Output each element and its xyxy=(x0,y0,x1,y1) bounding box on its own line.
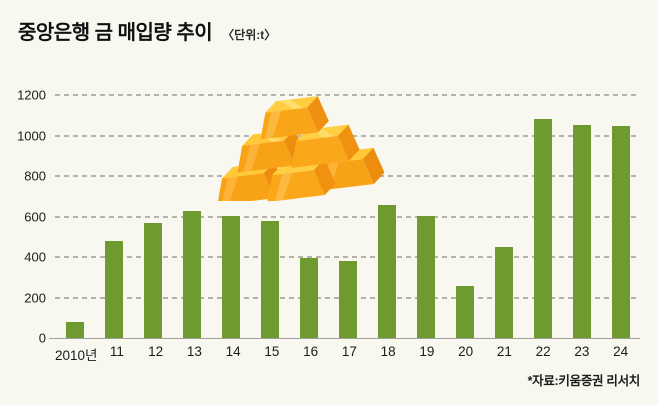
bar-slot-22 xyxy=(523,95,562,338)
bar-slot-14 xyxy=(211,95,250,338)
bar-slot-23 xyxy=(562,95,601,338)
bar-13 xyxy=(182,210,201,338)
bar-22 xyxy=(533,118,552,338)
bar-19 xyxy=(416,215,435,338)
x-axis-label-14: 14 xyxy=(225,344,241,359)
bar-slot-21 xyxy=(484,95,523,338)
y-axis-label-400: 400 xyxy=(24,249,46,265)
bar-slot-24 xyxy=(601,95,640,338)
x-axis-label-23: 23 xyxy=(574,344,590,359)
gridline-600 xyxy=(55,215,640,218)
bar-20 xyxy=(455,286,474,338)
y-axis-label-1200: 1200 xyxy=(17,87,46,103)
x-axis-label-11: 11 xyxy=(109,344,124,359)
bar-slot-13 xyxy=(172,95,211,338)
x-axis-label-19: 19 xyxy=(419,344,435,359)
unit-label: 〈단위:t〉 xyxy=(222,28,277,42)
x-axis-label-16: 16 xyxy=(303,344,319,359)
x-axis-label-12: 12 xyxy=(148,344,164,359)
bar-18 xyxy=(377,205,396,338)
bar-14 xyxy=(221,216,240,338)
chart-title: 중앙은행 금 매입량 추이 xyxy=(18,22,213,44)
bar-2010년 xyxy=(65,322,84,338)
y-axis-label-800: 800 xyxy=(24,168,46,184)
chart-header: 중앙은행 금 매입량 추이 〈단위:t〉 xyxy=(18,16,276,45)
y-axis-label-1000: 1000 xyxy=(17,128,46,143)
bar-24 xyxy=(611,126,630,338)
x-axis-labels: 2010년 11 12 13 14 15 16 17 18 19 20 21 22 23 24 xyxy=(55,344,640,364)
x-axis-label-21: 21 xyxy=(496,344,512,359)
bars-row xyxy=(55,95,640,338)
x-axis-label-24: 24 xyxy=(613,344,629,359)
x-axis-label-22: 22 xyxy=(535,344,551,359)
gridline-400 xyxy=(55,256,640,258)
source-credit: *자료:키움증권 리서치 xyxy=(527,374,641,388)
bar-23 xyxy=(572,125,591,338)
bar-slot-2010년 xyxy=(55,95,94,338)
bar-slot-19 xyxy=(406,95,445,338)
x-axis-label-13: 13 xyxy=(186,344,202,359)
gold-bars-illustration xyxy=(217,96,384,201)
y-axis-label-600: 600 xyxy=(24,209,46,224)
x-axis-label-17: 17 xyxy=(341,344,357,359)
bar-17 xyxy=(338,261,357,338)
gridline-1200 xyxy=(55,94,640,96)
x-axis-line xyxy=(49,338,640,339)
bar-slot-20 xyxy=(445,95,484,338)
bar-slot-17 xyxy=(328,95,367,338)
bar-15 xyxy=(260,220,279,338)
bar-slot-16 xyxy=(289,95,328,338)
bar-11 xyxy=(104,240,123,338)
y-axis-label-0: 0 xyxy=(38,330,46,346)
bar-slot-11 xyxy=(94,95,133,338)
plot-area: 2010년 11 12 13 14 15 16 17 18 19 20 21 22 23 24 0 200 40… xyxy=(17,88,640,363)
bar-21 xyxy=(494,246,513,338)
x-axis-label-20: 20 xyxy=(458,344,474,359)
x-axis-label-18: 18 xyxy=(380,344,396,359)
bar-slot-12 xyxy=(133,95,172,338)
bar-slot-15 xyxy=(250,95,289,338)
y-axis-label-200: 200 xyxy=(24,290,46,305)
bar-16 xyxy=(299,258,318,338)
x-axis-label-2010년: 2010년 xyxy=(55,348,98,363)
x-axis-label-15: 15 xyxy=(264,344,280,359)
bar-slot-18 xyxy=(367,95,406,338)
bar-12 xyxy=(143,222,162,338)
